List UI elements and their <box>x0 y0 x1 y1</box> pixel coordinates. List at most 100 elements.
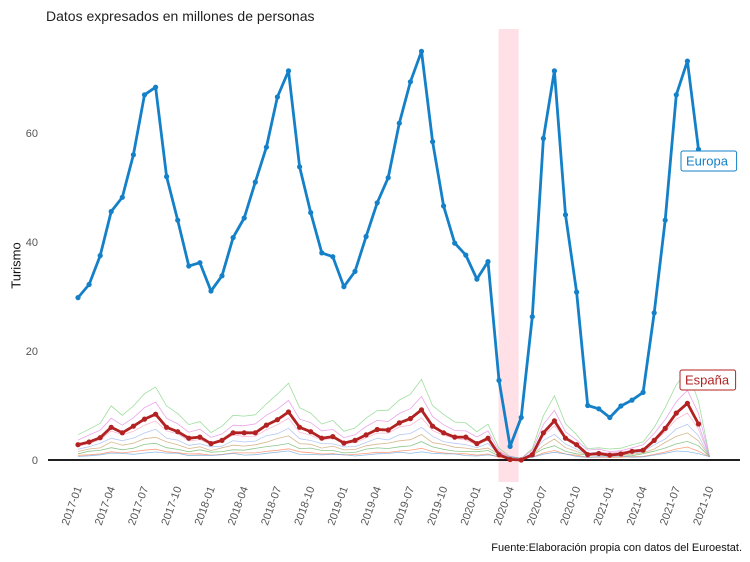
data-point <box>418 407 425 413</box>
data-point <box>97 435 103 441</box>
y-tick-label: 0 <box>32 455 38 467</box>
data-point <box>97 253 103 259</box>
data-point <box>75 442 81 448</box>
series-label-text: Europa <box>686 154 729 169</box>
x-tick-label: 2020-01 <box>459 485 484 527</box>
data-point <box>551 418 558 424</box>
data-point <box>119 430 125 436</box>
data-point <box>651 437 657 443</box>
data-point <box>363 233 369 240</box>
data-point <box>695 421 702 427</box>
data-point <box>308 429 314 435</box>
data-point <box>186 435 192 441</box>
background-series-line <box>77 412 710 459</box>
x-tick-label: 2020-10 <box>558 485 583 527</box>
data-point <box>263 144 269 150</box>
series-label-box: España <box>679 369 737 391</box>
data-point <box>108 208 114 215</box>
data-point <box>518 457 524 463</box>
data-point <box>274 417 280 423</box>
data-point <box>186 263 192 269</box>
x-tick-label: 2021-07 <box>658 485 683 527</box>
x-tick-label: 2017-04 <box>93 485 118 527</box>
data-point <box>485 259 491 265</box>
data-point <box>108 424 114 430</box>
data-point <box>197 260 203 266</box>
data-point <box>396 420 402 426</box>
data-point <box>452 240 458 246</box>
data-point <box>618 451 624 457</box>
y-axis-label: Turismo <box>8 242 24 289</box>
data-point <box>241 215 247 221</box>
background-country-series <box>77 369 710 459</box>
data-point <box>208 441 214 447</box>
data-point <box>285 68 292 74</box>
series-label-frame <box>680 150 738 172</box>
data-point <box>396 120 402 126</box>
data-point <box>607 452 613 458</box>
x-axis-ticks: 2017-01 2017-04 2017-07 2017-10 2018-01 2018-… <box>60 485 717 527</box>
data-point <box>574 442 580 448</box>
x-tick-label: 2021-10 <box>691 485 716 527</box>
data-point <box>529 452 535 458</box>
y-tick-label: 60 <box>26 128 38 140</box>
x-tick-label: 2017-10 <box>159 485 184 527</box>
data-point <box>463 434 469 440</box>
data-point <box>164 424 170 430</box>
data-point <box>341 440 347 446</box>
data-point <box>175 217 181 223</box>
data-point <box>252 179 258 185</box>
data-point <box>263 422 269 428</box>
data-point <box>507 456 513 463</box>
data-point <box>352 268 358 274</box>
data-point <box>430 423 436 429</box>
data-point <box>164 174 170 180</box>
data-point <box>640 389 646 395</box>
data-point <box>219 437 225 443</box>
data-point <box>241 430 247 436</box>
data-point <box>274 94 280 100</box>
x-tick-label: 2019-01 <box>326 485 351 527</box>
data-point <box>629 448 635 454</box>
background-series-line <box>77 450 710 459</box>
data-point <box>385 175 391 181</box>
data-point <box>673 410 679 416</box>
data-point <box>230 430 236 436</box>
data-point <box>130 152 136 158</box>
x-tick-label: 2021-01 <box>592 485 617 527</box>
data-point <box>308 210 314 216</box>
data-point <box>540 430 547 436</box>
x-tick-label: 2018-10 <box>292 485 317 527</box>
data-point <box>607 414 613 421</box>
data-point <box>86 439 92 445</box>
background-series-line <box>77 389 710 459</box>
data-point <box>407 79 413 85</box>
data-point <box>496 377 502 383</box>
data-point <box>662 217 668 223</box>
data-point <box>197 434 203 440</box>
series-label-frame <box>679 369 737 391</box>
data-point <box>285 409 292 415</box>
data-point <box>684 58 691 64</box>
data-point <box>330 434 336 440</box>
data-point <box>407 416 413 422</box>
data-point <box>418 48 425 54</box>
data-point <box>684 400 691 406</box>
data-point <box>130 423 136 429</box>
covid-highlight-band-layer <box>498 29 519 482</box>
data-point <box>496 452 502 458</box>
data-point <box>551 68 558 74</box>
data-point <box>596 450 602 457</box>
data-point <box>518 414 524 421</box>
data-point <box>153 411 159 417</box>
data-point <box>230 235 236 241</box>
data-point <box>75 295 81 301</box>
x-tick-label: 2018-01 <box>193 485 218 527</box>
data-point <box>430 139 436 145</box>
x-tick-label: 2018-07 <box>259 485 284 527</box>
data-point <box>540 135 547 141</box>
data-point <box>86 281 92 288</box>
x-tick-label: 2018-04 <box>226 485 251 527</box>
x-tick-label: 2019-10 <box>425 485 450 527</box>
data-point <box>175 429 181 435</box>
